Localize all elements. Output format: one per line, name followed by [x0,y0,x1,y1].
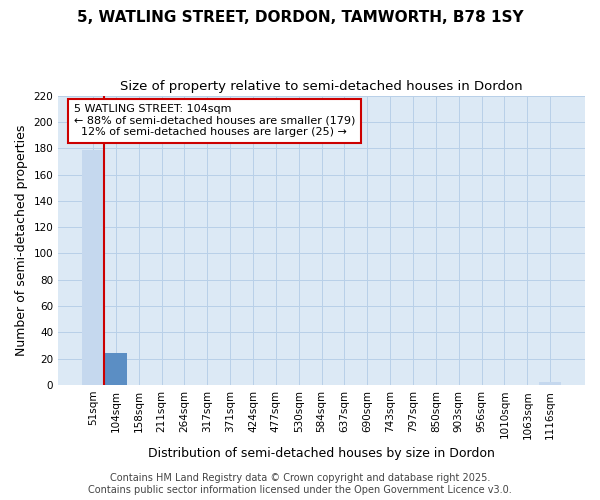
X-axis label: Distribution of semi-detached houses by size in Dordon: Distribution of semi-detached houses by … [148,447,495,460]
Bar [82,150,104,385]
Bar [105,354,127,385]
Text: 5, WATLING STREET, DORDON, TAMWORTH, B78 1SY: 5, WATLING STREET, DORDON, TAMWORTH, B78… [77,10,523,25]
Y-axis label: Number of semi-detached properties: Number of semi-detached properties [15,124,28,356]
Text: 5 WATLING STREET: 104sqm
← 88% of semi-detached houses are smaller (179)
  12% o: 5 WATLING STREET: 104sqm ← 88% of semi-d… [74,104,355,138]
Text: Contains HM Land Registry data © Crown copyright and database right 2025.
Contai: Contains HM Land Registry data © Crown c… [88,474,512,495]
Bar [539,382,561,385]
Title: Size of property relative to semi-detached houses in Dordon: Size of property relative to semi-detach… [120,80,523,93]
